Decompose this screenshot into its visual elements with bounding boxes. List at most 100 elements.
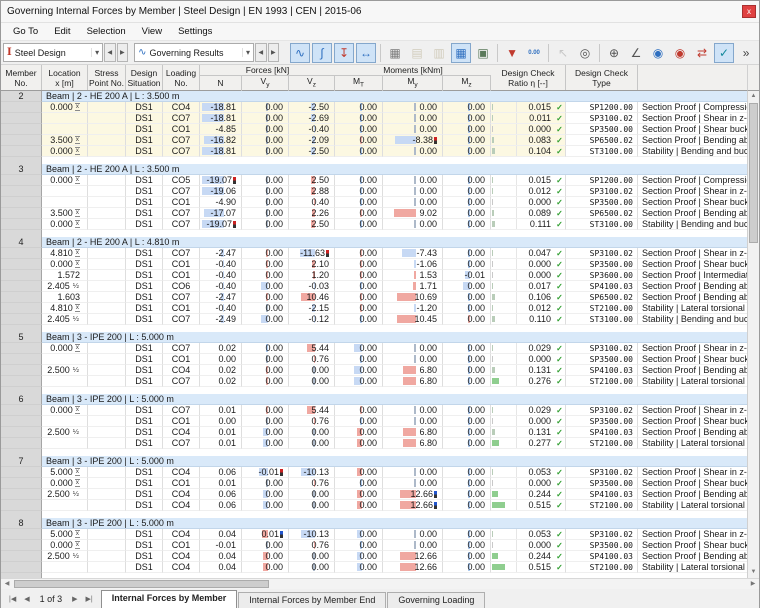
visibility-icon[interactable]: ◉ [652,45,664,60]
filter-view-icon[interactable]: ✓ [714,42,735,63]
chevron-down-icon[interactable]: ▾ [241,48,253,57]
current-table-icon[interactable]: ▦ [451,42,472,63]
cell-n: -2.47 [200,292,242,303]
table-row[interactable]: 2.500 ½ DS1 CO4 0.04 0.00 0.00 0.00 12.66 0.00 0.2… [1,551,749,562]
table-row[interactable]: 4.810 x DS1 CO7 -2.47 0.00 -11.63 0.00 -7.43 0.00… [1,248,749,259]
decimal-places-icon[interactable]: 0.00 [528,49,540,56]
table-row[interactable]: 1.603 DS1 CO7 -2.47 0.00 10.46 0.00 10.69 0.00 0.… [1,292,749,303]
cell-design-check-code: SP1200.00 [566,102,638,113]
result-curves-icon[interactable]: ∫ [312,42,333,63]
table-row[interactable]: 3.500 x DS1 CO7 -17.07 0.00 2.26 0.00 9.02 0.00 0.… [1,208,749,219]
filter-members-icon[interactable]: ▼ [506,45,518,60]
menu-item-settings[interactable]: Settings [178,26,213,37]
sync-views-icon[interactable]: ⇄ [697,45,708,60]
last-table-button[interactable]: ▶| [85,596,93,603]
special-selection-icon[interactable]: ↖ [558,45,569,60]
member-cell [1,135,42,146]
table-row[interactable]: DS1 CO7 0.02 0.00 0.00 0.00 6.80 0.00 0.276 ✓ ST21… [1,376,749,387]
scroll-down-icon[interactable]: ▼ [750,569,757,575]
close-icon[interactable]: x [742,5,756,18]
member-group-row[interactable]: 4 Beam | 2 - HE 200 A | L : 4.810 m [1,237,749,248]
menu-item-selection[interactable]: Selection [86,26,126,37]
table-row[interactable]: DS1 CO1 0.00 0.00 0.76 0.00 0.00 0.00 0.000 ✓ SP35… [1,416,749,427]
prev-case-button[interactable]: ◀ [104,43,116,62]
find-icon[interactable]: ◎ [579,45,591,60]
tab-internal-forces-by-member-end[interactable]: Internal Forces by Member End [238,592,387,608]
cell-vy: 0.00 [242,427,289,438]
menu-item-go-to[interactable]: Go To [13,26,39,37]
table-pager: |◀ ◀ 1 of 3 ▶ ▶| [1,589,101,608]
member-group-row[interactable]: 7 Beam | 3 - IPE 200 | L : 5.000 m [1,456,749,467]
table-row[interactable]: 4.810 x DS1 CO1 -0.40 0.00 -2.15 0.00 -1.20 0.00 0… [1,303,749,314]
member-group-row[interactable]: 8 Beam | 3 - IPE 200 | L : 5.000 m [1,518,749,529]
table-row[interactable]: 0.000 x DS1 CO1 -0.01 0.00 0.76 0.00 0.00 0.00 0.0… [1,540,749,551]
cell-n: -19.06 [200,186,242,197]
table-row[interactable]: 2.405 ½ DS1 CO7 -2.49 0.00 -0.12 0.00 10.45 0.00 0… [1,314,749,325]
table-row[interactable]: 0.000 x DS1 CO7 -18.81 0.00 -2.50 0.00 0.00 0.00 0… [1,146,749,157]
cell-design-situation: DS1 [126,281,163,292]
show-result-values-icon[interactable]: ∿ [290,42,311,63]
import-table-icon[interactable]: ▥ [433,45,445,60]
measure-icon[interactable]: ∠ [630,45,642,60]
table-row[interactable]: 3.500 x DS1 CO7 -16.82 0.00 -2.09 0.00 -8.38 0.00… [1,135,749,146]
result-type-combobox[interactable]: ∿ Governing Results ▾ [134,43,254,62]
tab-governing-loading[interactable]: Governing Loading [387,592,486,608]
column-header-location: Location x [m] [42,65,88,90]
table-row[interactable]: DS1 CO7 -19.06 0.00 2.88 0.00 0.00 0.00 0.012 ✓ SP… [1,186,749,197]
table-row[interactable]: DS1 CO1 0.00 0.00 0.76 0.00 0.00 0.00 0.000 ✓ SP35… [1,354,749,365]
table-row[interactable]: 0.000 x DS1 CO1 -0.40 0.00 2.10 0.00 -1.06 0.00 0.… [1,259,749,270]
design-case-combobox[interactable]: I Steel Design ▾ [3,43,104,62]
member-group-row[interactable]: 6 Beam | 3 - IPE 200 | L : 5.000 m [1,394,749,405]
table-row[interactable]: 0.000 x DS1 CO7 0.02 0.00 5.44 0.00 0.00 0.00 0.02… [1,343,749,354]
chevron-down-icon[interactable]: ▾ [91,48,102,57]
table-row[interactable]: 1.572 DS1 CO1 -0.40 0.00 1.20 0.00 1.53 -0.01 0.0… [1,270,749,281]
table-row[interactable]: 0.000 x DS1 CO7 0.01 0.00 5.44 0.00 0.00 0.00 0.02… [1,405,749,416]
table-row[interactable]: 5.000 x DS1 CO4 0.04 0.01 -10.13 0.00 0.00 0.00 0.… [1,529,749,540]
next-case-button[interactable]: ▶ [116,43,129,62]
table-row[interactable]: 0.000 x DS1 CO5 -19.07 0.00 2.50 0.00 0.00 0.00 0.… [1,175,749,186]
toolbar-overflow-icon[interactable]: » [742,45,750,60]
numbering-icon[interactable]: ◉ [674,45,686,60]
scroll-right-icon[interactable]: ▶ [750,581,756,587]
table-row[interactable]: 0.000 x DS1 CO4 -18.81 0.00 -2.50 0.00 0.00 0.00 0… [1,102,749,113]
prev-result-button[interactable]: ◀ [255,43,267,62]
scroll-left-icon[interactable]: ◀ [4,581,10,587]
table-row[interactable]: DS1 CO1 -4.90 0.00 0.40 0.00 0.00 0.00 0.000 ✓ SP3… [1,197,749,208]
vertical-scroll-thumb[interactable] [749,103,758,243]
first-table-button[interactable]: |◀ [9,596,17,603]
next-table-button[interactable]: ▶ [72,596,78,603]
table-row[interactable]: 0.000 x DS1 CO1 0.01 0.00 0.76 0.00 0.00 0.00 0.00… [1,478,749,489]
table-row[interactable]: 2.500 ½ DS1 CO4 0.01 0.00 0.00 0.00 6.80 0.00 0.13… [1,427,749,438]
member-group-row[interactable]: 2 Beam | 2 - HE 200 A | L : 3.500 m [1,91,749,102]
cell-my: 0.00 [383,343,443,354]
table-row[interactable]: DS1 CO4 0.04 0.00 0.00 0.00 12.66 0.00 0.515 ✓ ST2… [1,562,749,573]
cell-design-check-code: SP3500.00 [566,478,638,489]
horizontal-scrollbar[interactable]: ◀ ▶ [1,578,759,589]
table-row[interactable]: 2.500 ½ DS1 CO4 0.06 0.00 0.00 0.00 12.66 0.00 0.2… [1,489,749,500]
table-row[interactable]: 0.000 x DS1 CO7 -19.07 0.00 2.50 0.00 0.00 0.00 0.… [1,219,749,230]
next-result-button[interactable]: ▶ [267,43,280,62]
table-view-icon[interactable]: ▦ [389,45,401,60]
print-table-icon[interactable]: ▣ [477,45,489,60]
table-row[interactable]: DS1 CO7 0.01 0.00 0.00 0.00 6.80 0.00 0.277 ✓ ST21… [1,438,749,449]
prev-table-button[interactable]: ◀ [24,596,30,603]
extreme-values-icon[interactable]: ↧ [334,42,355,63]
table-row[interactable]: 5.000 x DS1 CO4 0.06 -0.01 -10.13 0.00 0.00 0.00 0… [1,467,749,478]
scroll-up-icon[interactable]: ▲ [750,93,757,99]
result-animation-icon[interactable]: ↔ [356,42,377,63]
horizontal-scroll-thumb[interactable] [14,580,269,588]
menu-item-edit[interactable]: Edit [54,26,71,37]
vertical-scrollbar[interactable]: ▲ ▼ [747,91,759,578]
member-cell [1,562,42,573]
zoom-icon[interactable]: ⊕ [609,45,620,60]
menu-item-view[interactable]: View [141,26,163,37]
table-row[interactable]: 2.405 ½ DS1 CO6 -0.40 0.00 -0.03 0.00 1.71 0.00 0.… [1,281,749,292]
export-table-icon[interactable]: ▤ [411,45,423,60]
tab-internal-forces-by-member[interactable]: Internal Forces by Member [100,590,238,608]
table-row[interactable]: DS1 CO4 0.06 0.00 0.00 0.00 12.66 0.00 0.515 ✓ ST2… [1,500,749,511]
table-row[interactable]: 2.500 ½ DS1 CO4 0.02 0.00 0.00 0.00 6.80 0.00 0.13… [1,365,749,376]
table-row[interactable]: DS1 CO7 -18.81 0.00 -2.69 0.00 0.00 0.00 0.011 ✓ S… [1,113,749,124]
table-row[interactable]: DS1 CO1 -4.85 0.00 -0.40 0.00 0.00 0.00 0.000 ✓ SP… [1,124,749,135]
member-group-row[interactable]: 3 Beam | 2 - HE 200 A | L : 3.500 m [1,164,749,175]
member-group-row[interactable]: 5 Beam | 3 - IPE 200 | L : 5.000 m [1,332,749,343]
